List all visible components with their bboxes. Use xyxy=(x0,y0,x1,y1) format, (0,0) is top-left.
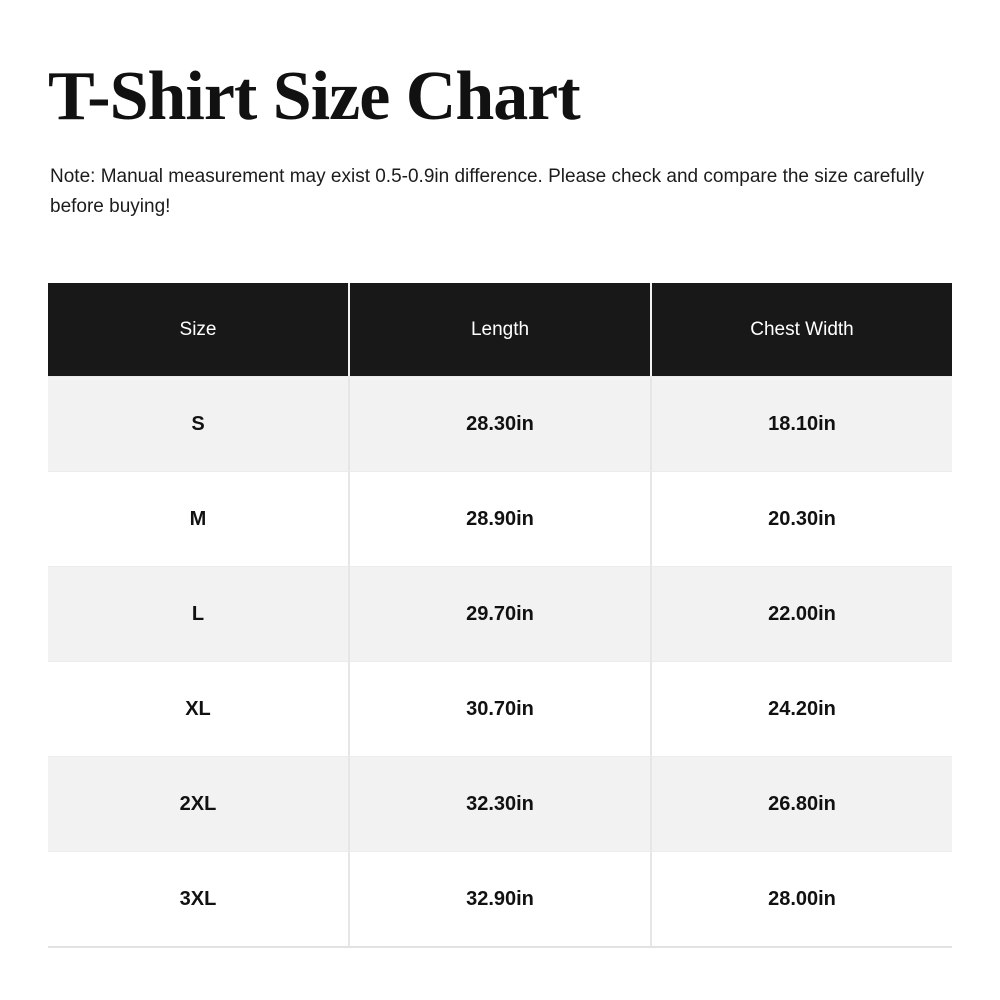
cell-length: 32.90in xyxy=(350,851,652,946)
measurement-note: Note: Manual measurement may exist 0.5-0… xyxy=(50,166,925,217)
cell-chest-width: 28.00in xyxy=(652,851,952,946)
cell-size: XL xyxy=(48,661,350,756)
cell-chest-width: 20.30in xyxy=(652,471,952,566)
size-chart-table: Size Length Chest Width S 28.30in 18.10i… xyxy=(48,283,952,948)
cell-length: 28.30in xyxy=(350,376,652,471)
table-header-row: Size Length Chest Width xyxy=(48,283,952,376)
cell-length: 30.70in xyxy=(350,661,652,756)
cell-chest-width: 22.00in xyxy=(652,566,952,661)
page-title: T-Shirt Size Chart xyxy=(48,58,581,135)
cell-size: 3XL xyxy=(48,851,350,946)
cell-length: 28.90in xyxy=(350,471,652,566)
cell-chest-width: 26.80in xyxy=(652,756,952,851)
table-row-m: M 28.90in 20.30in xyxy=(48,471,952,566)
table-row-l: L 29.70in 22.00in xyxy=(48,566,952,661)
table-row-xl: XL 30.70in 24.20in xyxy=(48,661,952,756)
column-header-size: Size xyxy=(48,283,350,376)
cell-size: M xyxy=(48,471,350,566)
cell-chest-width: 18.10in xyxy=(652,376,952,471)
cell-size: S xyxy=(48,376,350,471)
table-row-3xl: 3XL 32.90in 28.00in xyxy=(48,851,952,946)
cell-length: 29.70in xyxy=(350,566,652,661)
cell-size: 2XL xyxy=(48,756,350,851)
table-row-2xl: 2XL 32.30in 26.80in xyxy=(48,756,952,851)
cell-length: 32.30in xyxy=(350,756,652,851)
column-header-length: Length xyxy=(350,283,652,376)
cell-chest-width: 24.20in xyxy=(652,661,952,756)
cell-size: L xyxy=(48,566,350,661)
table-row-s: S 28.30in 18.10in xyxy=(48,376,952,471)
column-header-chest-width: Chest Width xyxy=(652,283,952,376)
